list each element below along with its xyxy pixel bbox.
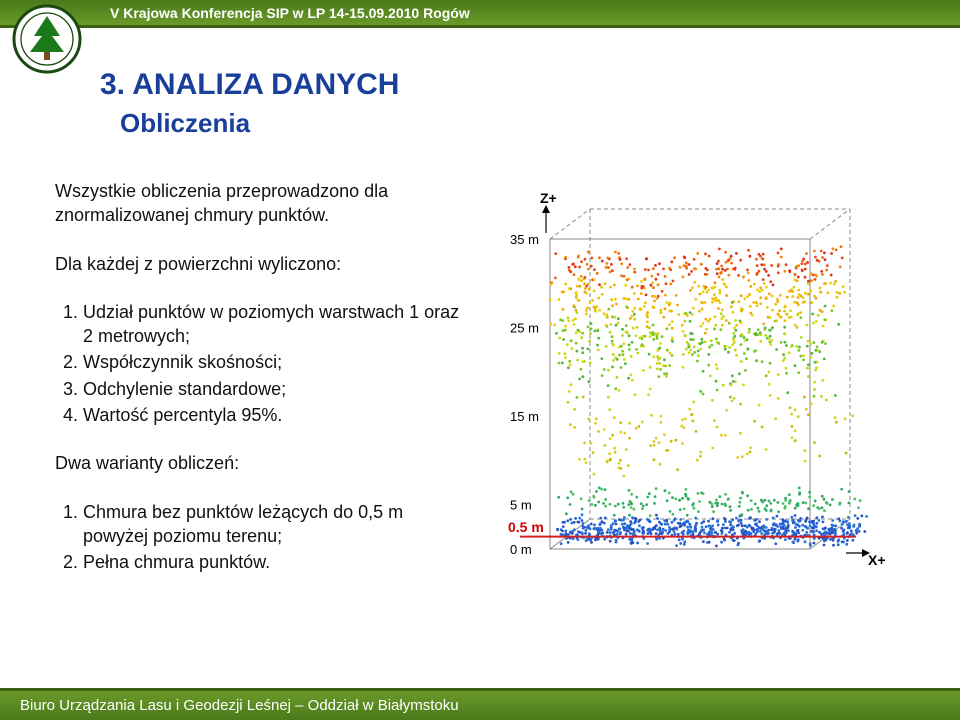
header-bar: V Krajowa Konferencja SIP w LP 14-15.09.… [0, 0, 960, 28]
svg-text:5 m: 5 m [510, 498, 532, 513]
list-item: Odchylenie standardowe; [83, 377, 460, 401]
text-column: Wszystkie obliczenia przeprowadzono dla … [0, 179, 460, 609]
page-title: 3. ANALIZA DANYCH [100, 68, 960, 102]
svg-text:35 m: 35 m [510, 232, 539, 247]
footer-text: Biuro Urządzania Lasu i Geodezji Leśnej … [20, 697, 459, 714]
chart-column: Z+ X+ 35 m 25 m 15 m 5 m 0 m 0.5 m [460, 179, 900, 609]
page-subtitle: Obliczenia [120, 108, 960, 139]
svg-text:25 m: 25 m [510, 321, 539, 336]
list-item: Wartość percentyla 95%. [83, 403, 460, 427]
list-item: Pełna chmura punktów. [83, 550, 460, 574]
list-item: Chmura bez punktów leżących do 0,5 m pow… [83, 500, 460, 549]
list-item: Udział punktów w poziomych warstwach 1 o… [83, 300, 460, 349]
list-item: Współczynnik skośności; [83, 350, 460, 374]
list-1: Udział punktów w poziomych warstwach 1 o… [55, 300, 460, 427]
logo [12, 4, 82, 74]
list2-label: Dwa warianty obliczeń: [55, 451, 460, 475]
intro-text: Wszystkie obliczenia przeprowadzono dla … [55, 179, 460, 228]
header-text: V Krajowa Konferencja SIP w LP 14-15.09.… [110, 5, 470, 21]
point-cloud-chart: Z+ X+ 35 m 25 m 15 m 5 m 0 m [470, 179, 910, 609]
svg-text:0 m: 0 m [510, 542, 532, 557]
svg-text:15 m: 15 m [510, 409, 539, 424]
list-2: Chmura bez punktów leżących do 0,5 m pow… [55, 500, 460, 575]
red-line-label: 0.5 m [508, 519, 544, 535]
svg-text:Z+: Z+ [540, 190, 557, 206]
footer-bar: Biuro Urządzania Lasu i Geodezji Leśnej … [0, 688, 960, 720]
list1-label: Dla każdej z powierzchni wyliczono: [55, 252, 460, 276]
svg-text:X+: X+ [868, 552, 886, 568]
content-row: Wszystkie obliczenia przeprowadzono dla … [0, 179, 960, 609]
